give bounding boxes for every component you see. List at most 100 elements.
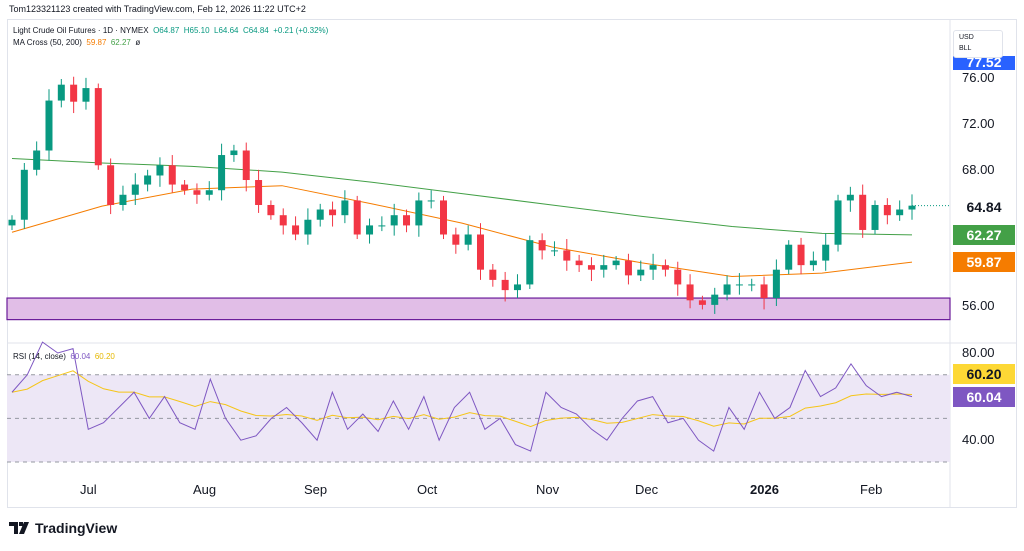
- candle-body: [513, 284, 521, 291]
- candle-body: [698, 300, 706, 305]
- high-value: H65.10: [183, 26, 210, 35]
- candle-body: [57, 84, 65, 101]
- candle-body: [242, 150, 250, 181]
- candle-body: [772, 269, 780, 299]
- candle-body: [304, 219, 312, 235]
- candle-body: [181, 184, 189, 191]
- candle-body: [735, 284, 743, 286]
- ma50-line: [11, 185, 913, 277]
- ma-label: MA Cross (50, 200): [13, 38, 82, 47]
- candle-body: [119, 194, 127, 205]
- rsi-line: [11, 341, 913, 452]
- candle-body: [587, 265, 595, 270]
- ma200-tag: 62.27: [953, 225, 1015, 245]
- candle-body: [316, 209, 324, 220]
- candle-body: [575, 260, 583, 266]
- close-value: C64.84: [242, 26, 269, 35]
- currency-unit-selector[interactable]: USD BLL: [953, 30, 1003, 58]
- candle-body: [859, 194, 867, 230]
- candle-body: [82, 88, 90, 102]
- high-price-tag: 77.52: [953, 56, 1015, 70]
- candle-body: [255, 180, 263, 205]
- candle-body: [674, 269, 682, 285]
- ma-extra: ø: [135, 38, 141, 47]
- last-price-tag: 64.84: [953, 197, 1015, 217]
- candle-body: [797, 244, 805, 266]
- tradingview-logo[interactable]: TradingView: [9, 520, 117, 536]
- price-tick: 56.00: [962, 298, 995, 313]
- candle-body: [711, 294, 719, 305]
- candle-body: [168, 165, 176, 185]
- candle-body: [526, 240, 534, 285]
- chart-credit: Tom123321123 created with TradingView.co…: [9, 4, 306, 14]
- candle-body: [390, 215, 398, 226]
- candle-body: [538, 240, 546, 251]
- candle-body: [415, 200, 423, 226]
- candle-body: [45, 100, 53, 151]
- candle-body: [563, 250, 571, 261]
- time-label: Sep: [304, 482, 328, 497]
- candle-body: [341, 200, 349, 216]
- candle-body: [267, 204, 275, 216]
- symbol-legend[interactable]: Light Crude Oil Futures · 1D · NYMEX O64…: [13, 26, 328, 35]
- candle-body: [871, 204, 879, 230]
- candle-body: [649, 265, 657, 270]
- time-label: 2026: [750, 482, 779, 497]
- time-label: Feb: [860, 482, 883, 497]
- candle-body: [760, 284, 768, 299]
- candle-body: [637, 269, 645, 276]
- candle-body: [33, 150, 41, 170]
- candle-body: [193, 190, 201, 195]
- candle-body: [329, 209, 337, 216]
- candle-body: [612, 260, 620, 266]
- price-tick: 68.00: [962, 162, 995, 177]
- time-label: Nov: [536, 482, 560, 497]
- time-label: Aug: [193, 482, 217, 497]
- candle-body: [353, 200, 361, 235]
- ma50-tag: 59.87: [953, 252, 1015, 272]
- price-tick: 76.00: [962, 70, 995, 85]
- candle-body: [230, 150, 238, 156]
- candle-body: [661, 265, 669, 270]
- candle-body: [292, 225, 300, 235]
- candle-body: [205, 190, 213, 195]
- rsi-legend[interactable]: RSI (14, close) 60.04 60.20: [13, 352, 115, 361]
- rsi-tick: 80.00: [962, 345, 995, 360]
- rsi-value-tag: 60.04: [953, 387, 1015, 407]
- candle-body: [489, 269, 497, 280]
- time-label: Jul: [80, 482, 97, 497]
- support-zone: [6, 297, 951, 321]
- candle-body: [785, 244, 793, 270]
- rsi-signal-tag: 60.20: [953, 364, 1015, 384]
- candle-body: [809, 260, 817, 266]
- candle-body: [8, 219, 16, 226]
- ma200-value: 62.27: [110, 38, 131, 47]
- tradingview-logo-icon: [9, 522, 29, 534]
- candle-body: [834, 200, 842, 245]
- candle-body: [70, 84, 78, 102]
- candle-body: [440, 200, 448, 235]
- rsi-signal-line: [11, 370, 913, 428]
- rsi-signal-value: 60.20: [94, 352, 115, 361]
- rsi-tick: 40.00: [962, 432, 995, 447]
- candle-body: [600, 265, 608, 270]
- candle-body: [686, 284, 694, 301]
- rsi-label: RSI (14, close): [13, 352, 66, 361]
- candle-body: [131, 184, 139, 195]
- candle-body: [156, 165, 164, 176]
- symbol-name: Light Crude Oil Futures · 1D · NYMEX: [13, 26, 149, 35]
- candle-body: [378, 225, 386, 227]
- candle-body: [896, 209, 904, 216]
- candle-body: [846, 194, 854, 201]
- candle-body: [464, 234, 472, 245]
- candle-body: [476, 234, 484, 270]
- candle-body: [218, 155, 226, 191]
- candle-body: [94, 88, 102, 166]
- ma-legend[interactable]: MA Cross (50, 200) 59.87 62.27 ø: [13, 38, 140, 47]
- candle-body: [501, 279, 509, 291]
- candle-body: [822, 244, 830, 261]
- candle-body: [366, 225, 374, 235]
- candle-body: [20, 169, 28, 220]
- unit-label: BLL: [959, 45, 972, 52]
